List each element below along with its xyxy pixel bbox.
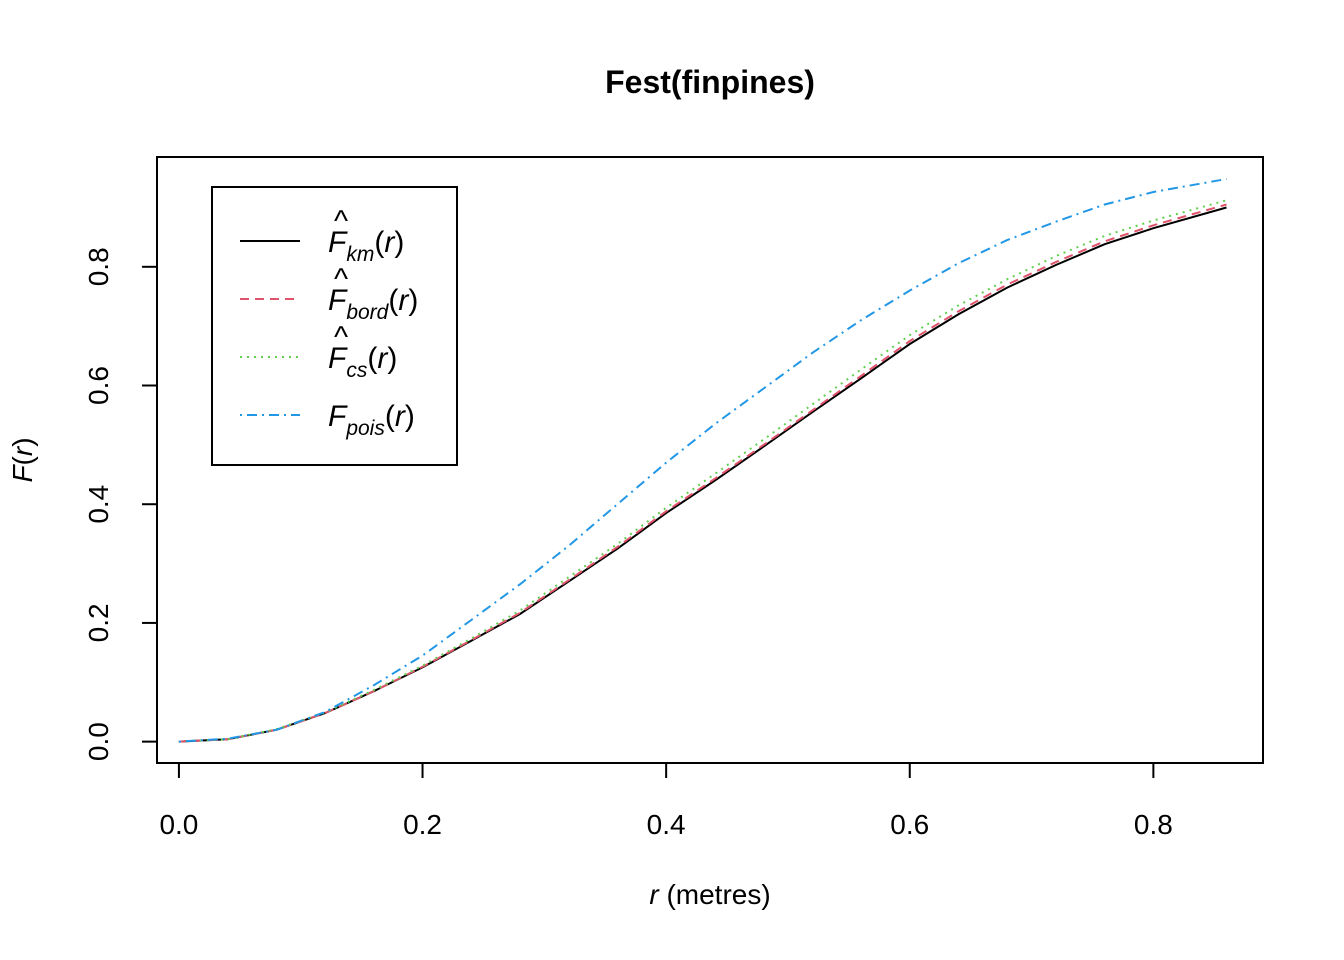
legend-label-bord: Fbord(r): [328, 284, 418, 324]
series-line-cs: [178, 199, 1227, 743]
y-tick-label: 0.0: [83, 722, 114, 761]
legend-item-cs: Fcs(r)^: [240, 321, 397, 382]
y-axis-label-arg: r: [7, 445, 38, 456]
x-axis: 0.0 0.2 0.4 0.6 0.8: [159, 762, 1173, 840]
x-tick-label: 0.6: [890, 809, 929, 840]
x-axis-label: r (metres): [649, 879, 770, 910]
legend-item-bord: Fbord(r)^: [240, 263, 418, 324]
y-tick-label: 0.2: [83, 603, 114, 642]
y-axis: 0.0 0.2 0.4 0.6 0.8: [83, 247, 158, 761]
y-tick-label: 0.6: [83, 366, 114, 405]
y-axis-label-func: F: [7, 464, 38, 483]
x-axis-label-var: r: [649, 879, 660, 910]
x-tick-label: 0.0: [159, 809, 198, 840]
x-axis-label-unit: (metres): [666, 879, 770, 910]
legend: Fkm(r)^Fbord(r)^Fcs(r)^Fpois(r): [211, 186, 458, 466]
legend-label-cs: Fcs(r): [328, 342, 397, 382]
legend-label-km: Fkm(r): [328, 226, 404, 266]
series-line-bord: [178, 203, 1227, 743]
legend-box: [211, 186, 458, 466]
y-axis-label: F(r): [7, 437, 38, 482]
legend-hat-km: ^: [334, 205, 348, 238]
series-line-pois: [178, 178, 1227, 743]
y-tick-label: 0.8: [83, 247, 114, 286]
series-layer: [178, 178, 1227, 743]
legend-item-km: Fkm(r)^: [240, 205, 404, 266]
x-tick-label: 0.2: [403, 809, 442, 840]
legend-item-pois: Fpois(r): [240, 400, 415, 440]
legend-hat-cs: ^: [334, 321, 348, 354]
y-tick-label: 0.4: [83, 485, 114, 524]
legend-label-pois: Fpois(r): [328, 400, 415, 440]
x-tick-label: 0.4: [647, 809, 686, 840]
chart-title: Fest(finpines): [605, 64, 815, 100]
x-tick-label: 0.8: [1134, 809, 1173, 840]
legend-hat-bord: ^: [334, 263, 348, 296]
